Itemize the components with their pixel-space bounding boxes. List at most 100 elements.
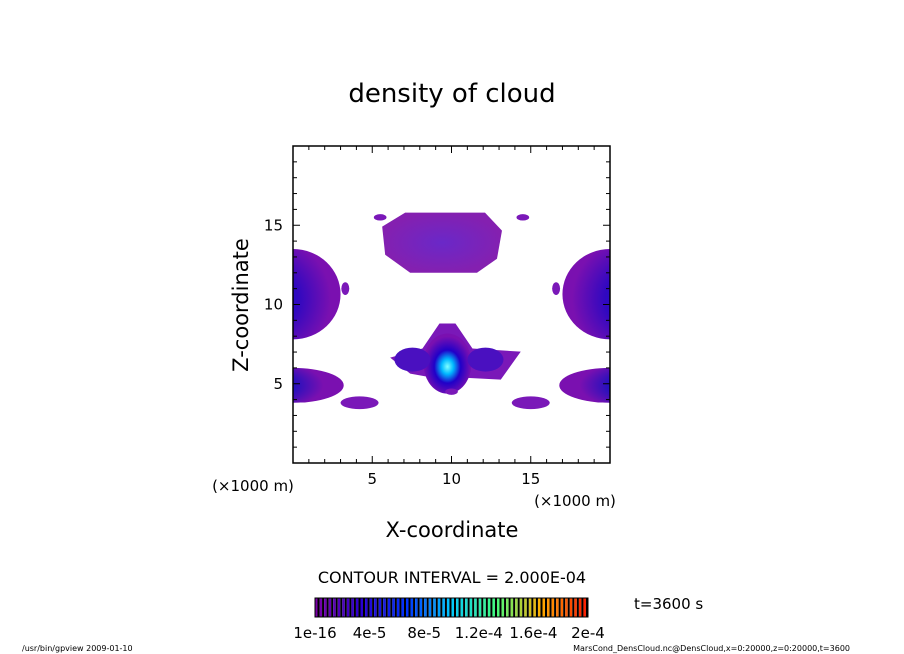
colorbar-cell [528,598,532,617]
x-unit-note-right: (×1000 m) [534,492,616,510]
cloud-blob [552,282,561,295]
colorbar-cell [506,598,509,617]
colorbar-cell [460,598,464,617]
colorbar-gap [563,598,566,617]
colorbar-gap [467,598,470,617]
colorbar-cell [406,598,409,617]
colorbar-gap [435,598,438,617]
colorbar-gap [554,598,557,617]
colorbar-gap [403,598,406,617]
colorbar-gap [522,598,525,617]
colorbar-gap [413,598,416,617]
colorbar-cell [355,598,359,617]
colorbar-gap [431,598,434,617]
colorbar-cell [369,598,373,617]
colorbar-gap [399,598,402,617]
colorbar-label: 2e-4 [571,624,605,642]
colorbar-gap [540,598,543,617]
colorbar-cell [497,598,500,617]
colorbar-cell [342,598,345,617]
colorbar-gap [385,598,388,617]
y-tick-label: 15 [264,216,283,234]
colorbar-gap [417,598,420,617]
colorbar-gap [494,598,497,617]
colorbar-cell [319,598,323,617]
colorbar-label: 4e-5 [353,624,387,642]
colorbar-gap [331,598,334,617]
colorbar-cell [419,598,423,617]
chart-title: density of cloud [348,79,555,109]
colorbar-cell [556,598,559,617]
colorbar-gap [517,598,520,617]
colorbar-cell [574,598,577,617]
colorbar-cell [524,598,527,617]
colorbar-cell [424,598,427,617]
colorbar-cell [410,598,414,617]
colorbar-cell [446,598,450,617]
colorbar-cell [456,598,459,617]
colorbar-cell [315,598,318,617]
colorbar-cell [510,598,514,617]
contour-interval: CONTOUR INTERVAL = 2.000E-04 [318,568,586,587]
footer-left: /usr/bin/gpview 2009-01-10 [22,644,133,653]
colorbar-gap [531,598,534,617]
cloud-region-right-edge-upper [562,249,610,340]
colorbar-gap [317,598,320,617]
colorbar-label: 1e-16 [293,624,336,642]
cloud-blob [340,396,379,410]
colorbar-cell [442,598,445,617]
colorbar-gap [481,598,484,617]
colorbar-gap [545,598,548,617]
colorbar-cell [351,598,354,617]
colorbar-gap [390,598,393,617]
colorbar-gap [504,598,507,617]
colorbar-label: 1.6e-4 [509,624,557,642]
colorbar-gap [585,598,588,617]
cloud-field [293,212,610,410]
colorbar [315,598,588,617]
colorbar-gap [363,598,366,617]
colorbar-cell [547,598,550,617]
colorbar-gap [353,598,356,617]
colorbar-cell [478,598,482,617]
colorbar-cell [569,598,573,617]
x-tick-label: 5 [367,470,377,488]
cloud-blob [445,388,458,395]
cloud-lobe-left [394,347,431,372]
colorbar-cell [374,598,377,617]
colorbar-gap [372,598,375,617]
colorbar-cell [328,598,332,617]
colorbar-cell [451,598,455,617]
y-tick-label: 10 [264,296,283,314]
colorbar-cell [515,598,518,617]
colorbar-gap [513,598,516,617]
x-tick-label: 10 [442,470,461,488]
colorbar-gap [535,598,538,617]
plot-area: 5 10 15 5 10 15 [264,145,611,488]
colorbar-cell [537,598,541,617]
cloud-blob [341,282,350,295]
colorbar-gap [358,598,361,617]
colorbar-cell [519,598,523,617]
colorbar-cell [583,598,586,617]
cloud-region-right-edge-lower [559,367,610,403]
colorbar-cell [392,598,395,617]
colorbar-gap [567,598,570,617]
cloud-blob [511,396,550,410]
colorbar-frame [314,597,589,618]
colorbar-labels: 1e-16 4e-5 8e-5 1.2e-4 1.6e-4 2e-4 [293,624,605,642]
colorbar-cell [346,598,350,617]
colorbar-cell [365,598,368,617]
colorbar-cell [487,598,491,617]
colorbar-cell [433,598,436,617]
colorbar-gap [558,598,561,617]
colorbar-cell [474,598,477,617]
colorbar-gap [381,598,384,617]
colorbar-gap [490,598,493,617]
colorbar-gap [349,598,352,617]
footer-right: MarsCond_DensCloud.nc@DensCloud,x=0:2000… [573,644,850,653]
y-axis-label: Z-coordinate [229,238,253,372]
x-axis-label: X-coordinate [386,518,519,542]
time-label: t=3600 s [634,595,703,613]
